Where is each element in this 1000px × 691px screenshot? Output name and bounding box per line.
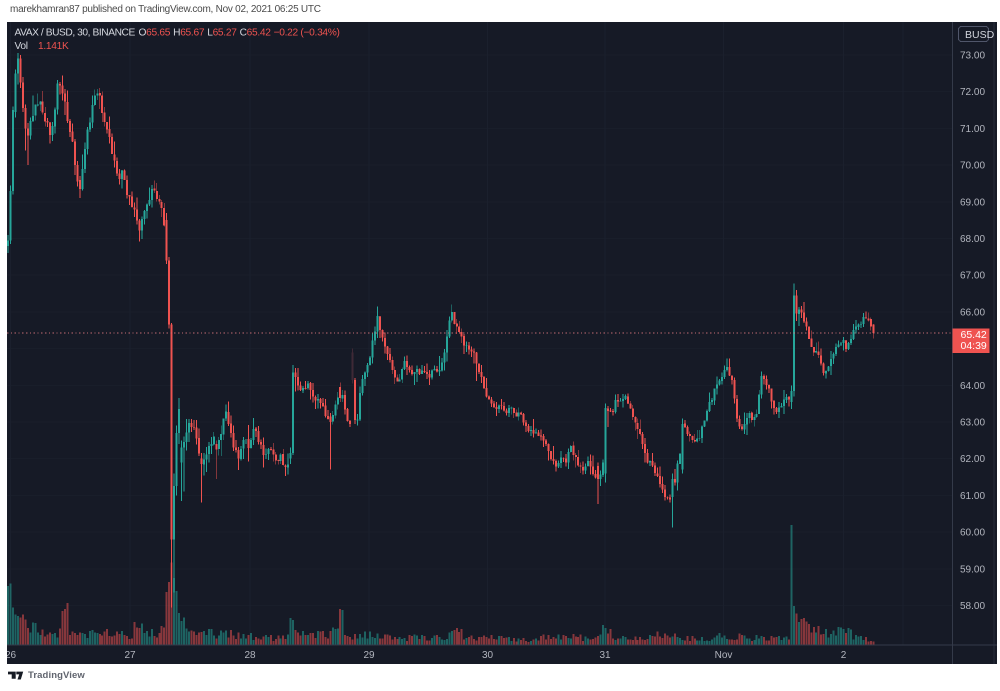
svg-text:31: 31 [599,650,611,661]
svg-text:68.00: 68.00 [960,234,985,245]
svg-text:26: 26 [7,650,16,661]
svg-text:Vol: Vol [15,41,28,52]
svg-text:69.00: 69.00 [960,197,985,208]
svg-text:59.00: 59.00 [960,564,985,575]
svg-text:60.00: 60.00 [960,528,985,539]
svg-text:70.00: 70.00 [960,161,985,172]
svg-text:73.00: 73.00 [960,51,985,62]
svg-text:63.00: 63.00 [960,418,985,429]
svg-text:27: 27 [124,650,136,661]
svg-text:58.00: 58.00 [960,601,985,612]
svg-text:28: 28 [244,650,256,661]
svg-text:2: 2 [841,650,847,661]
svg-text:67.00: 67.00 [960,271,985,282]
svg-text:30: 30 [482,650,494,661]
svg-text:71.00: 71.00 [960,124,985,135]
svg-text:04:39: 04:39 [961,340,987,352]
svg-text:61.00: 61.00 [960,491,985,502]
svg-text:AVAX / BUSD, 30, BINANCE: AVAX / BUSD, 30, BINANCE [15,27,136,38]
svg-text:Nov: Nov [715,650,733,661]
svg-text:66.00: 66.00 [960,307,985,318]
svg-text:29: 29 [363,650,375,661]
svg-text:62.00: 62.00 [960,454,985,465]
svg-text:65.42: 65.42 [961,329,987,341]
svg-text:BUSD: BUSD [965,29,995,41]
svg-text:1.141K: 1.141K [38,41,69,52]
svg-text:64.00: 64.00 [960,381,985,392]
svg-text:72.00: 72.00 [960,87,985,98]
